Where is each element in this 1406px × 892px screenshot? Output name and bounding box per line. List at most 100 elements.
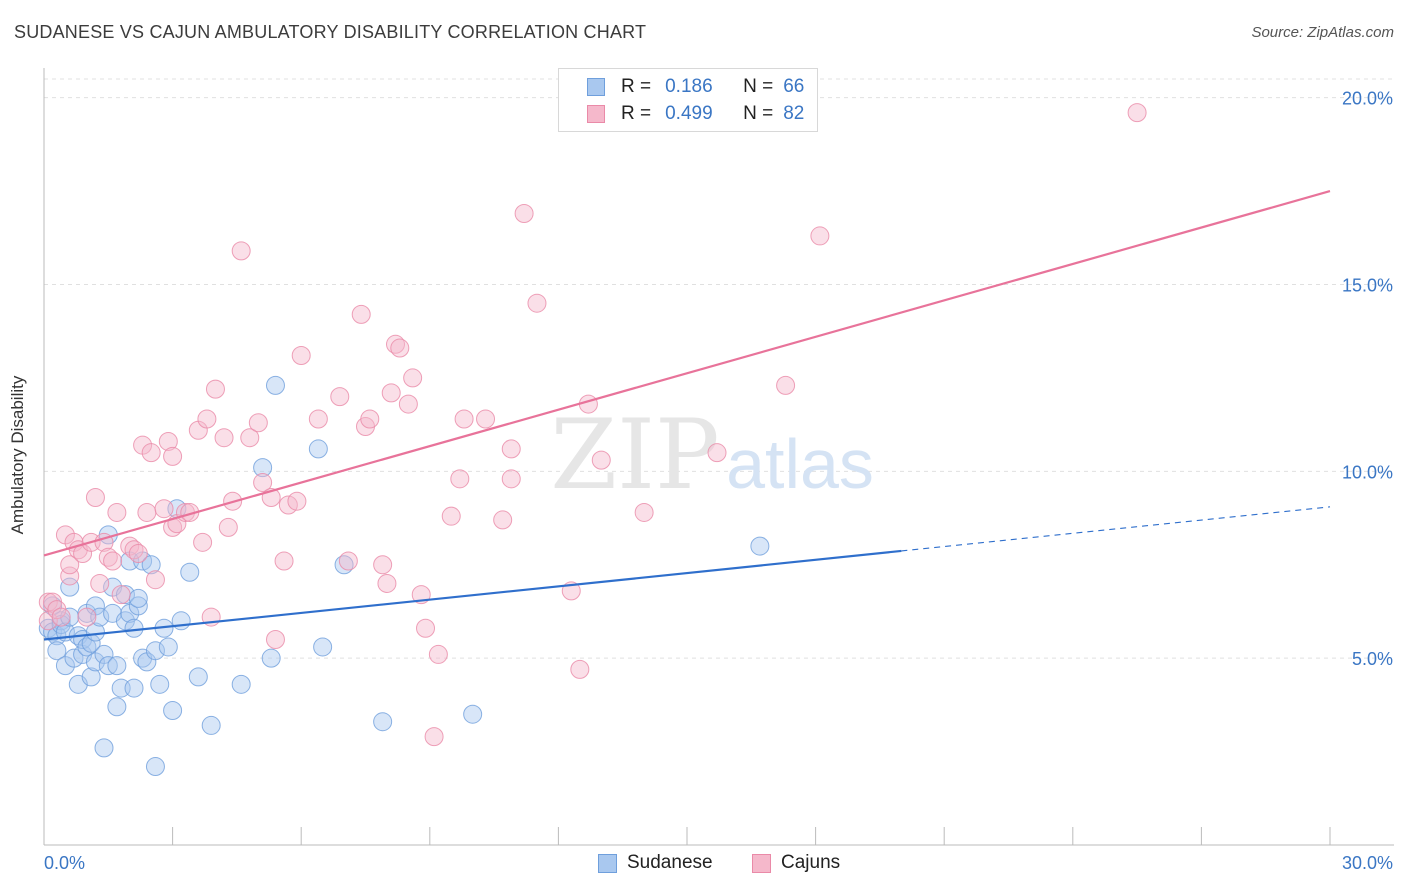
sudanese-point — [313, 637, 333, 657]
cajun-point — [416, 618, 436, 638]
cajun-point — [591, 450, 611, 470]
cajun-point — [501, 439, 521, 459]
cajun-point — [501, 469, 521, 489]
y-tick-label: 5.0% — [1352, 649, 1393, 669]
sudanese-points — [38, 375, 770, 777]
cajun-point — [707, 443, 727, 463]
cajun-point — [381, 383, 401, 403]
sudanese-point — [750, 536, 770, 556]
cajun-point — [776, 375, 796, 395]
cajun-point — [428, 644, 448, 664]
legend-label-sudanese: Sudanese — [627, 852, 713, 873]
sudanese-point — [107, 656, 127, 676]
cajun-point — [197, 409, 217, 429]
cajun-point — [90, 573, 110, 593]
sudanese-point — [145, 641, 165, 661]
sudanese-point — [115, 585, 135, 605]
grid-lines — [44, 78, 1394, 659]
sudanese-point — [261, 648, 281, 668]
sudanese-point — [188, 667, 208, 687]
cajun-point — [634, 502, 654, 522]
cajun-point — [493, 510, 513, 530]
sudanese-point — [201, 715, 221, 735]
legend-r-label: R = — [621, 76, 652, 97]
cajun-point — [514, 204, 534, 224]
legend-row-cajuns: R = 0.499 N = 82 — [559, 100, 804, 128]
chart-title: SUDANESE VS CAJUN AMBULATORY DISABILITY … — [14, 22, 647, 42]
cajun-point — [205, 379, 225, 399]
cajun-point — [60, 555, 80, 575]
watermark-zip: ZIP — [550, 399, 719, 511]
cajun-point — [137, 502, 157, 522]
y-tick-label: 20.0% — [1342, 89, 1393, 109]
y-tick-label: 15.0% — [1342, 276, 1393, 296]
cajun-point — [77, 607, 97, 627]
cajun-point — [398, 394, 418, 414]
sudanese-point — [128, 588, 148, 608]
sudanese-point — [171, 611, 191, 631]
sudanese-point — [94, 738, 114, 758]
sudanese-point — [81, 667, 101, 687]
cajun-point — [111, 585, 131, 605]
legend-r-value: 0.186 — [665, 76, 713, 97]
cajun-point — [527, 293, 547, 313]
sudanese-point — [253, 458, 273, 478]
tick-labels: 5.0% 10.0% 15.0% 20.0% 0.0% 30.0% — [44, 89, 1393, 873]
cajun-point — [107, 502, 127, 522]
cajun-point — [330, 387, 350, 407]
cajun-point — [308, 409, 328, 429]
sudanese-point — [124, 618, 144, 638]
cajun-point — [85, 487, 105, 507]
sudanese-point — [85, 622, 105, 642]
cajun-point — [103, 551, 123, 571]
cajun-point — [360, 409, 380, 429]
cajun-point — [351, 304, 371, 324]
legend-swatch-sudanese — [587, 78, 605, 96]
cajun-points — [38, 103, 1147, 747]
legend-r-value: 0.499 — [665, 103, 713, 124]
cajun-point — [51, 607, 71, 627]
cajun-point — [373, 555, 393, 575]
legend-label-cajuns: Cajuns — [781, 852, 841, 873]
cajun-point — [274, 551, 294, 571]
axes — [43, 68, 1394, 846]
sudanese-point — [145, 757, 165, 777]
sudanese-trend-extension — [901, 506, 1331, 552]
cajun-point — [424, 727, 444, 747]
sudanese-point — [463, 704, 483, 724]
trend-lines — [43, 190, 1331, 641]
series-legend: Sudanese Cajuns — [0, 852, 1406, 878]
cajun-point — [570, 659, 590, 679]
sudanese-point — [163, 700, 183, 720]
cajun-point — [193, 532, 213, 552]
watermark: ZIP atlas — [550, 399, 874, 511]
watermark-atlas: atlas — [726, 425, 874, 503]
cajun-point — [158, 431, 178, 451]
legend-swatch-cajuns — [587, 105, 605, 123]
sudanese-point — [107, 697, 127, 717]
cajun-point — [240, 428, 260, 448]
cajun-point — [253, 473, 273, 493]
legend-n-value: 82 — [783, 103, 805, 124]
x-tick-label-min: 0.0% — [44, 853, 85, 873]
sudanese-point — [180, 562, 200, 582]
cajun-point — [265, 629, 285, 649]
sudanese-point — [158, 637, 178, 657]
cajun-point — [145, 570, 165, 590]
cajun-point — [231, 241, 251, 261]
source-label: Source: ZipAtlas.com — [1251, 24, 1394, 41]
sudanese-point — [94, 644, 114, 664]
sudanese-point — [373, 712, 393, 732]
cajun-point — [338, 551, 358, 571]
cajun-point — [214, 428, 234, 448]
sudanese-point — [265, 375, 285, 395]
legend-item-sudanese[interactable]: Sudanese — [598, 852, 713, 874]
legend-item-cajuns[interactable]: Cajuns — [752, 852, 840, 874]
cajun-point — [128, 544, 148, 564]
sudanese-point — [231, 674, 251, 694]
sudanese-point — [308, 439, 328, 459]
cajun-point — [441, 506, 461, 526]
sudanese-point — [47, 641, 67, 661]
cajun-point — [287, 491, 307, 511]
